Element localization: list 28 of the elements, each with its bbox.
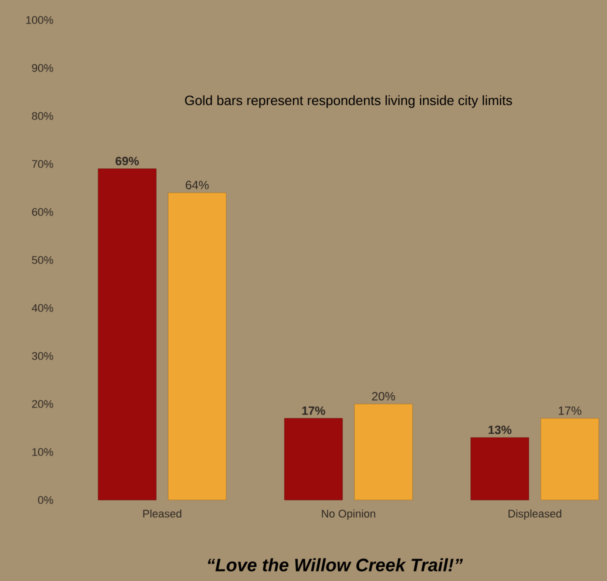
bar	[354, 404, 413, 500]
annotation: Gold bars represent respondents living inside city limits	[185, 95, 512, 108]
x-tick-label: Displeased	[508, 510, 562, 520]
y-tick-label: 40%	[32, 304, 54, 312]
data-label: 20%	[372, 392, 396, 400]
y-tick-label: 100%	[26, 16, 54, 24]
y-tick-label: 60%	[32, 208, 54, 216]
x-tick-label: No Opinion	[322, 510, 376, 520]
bar	[98, 168, 156, 500]
y-tick-label: 90%	[32, 64, 54, 72]
y-tick-label: 50%	[32, 256, 54, 264]
y-tick-label: 70%	[32, 160, 54, 168]
y-tick-label: 10%	[32, 448, 54, 456]
data-label: 64%	[186, 180, 209, 190]
bar	[470, 437, 529, 500]
data-label: 13%	[488, 426, 512, 434]
text: “Love the Willow Creek Trail!”	[208, 558, 463, 572]
y-tick-label: 30%	[32, 352, 54, 360]
data-label: 17%	[302, 406, 326, 415]
bar	[168, 192, 226, 500]
bar	[284, 418, 343, 500]
x-tick-label: Pleased	[143, 510, 182, 518]
y-tick-label: 80%	[32, 112, 54, 120]
bar	[540, 418, 599, 500]
y-tick-label: 20%	[32, 400, 54, 408]
data-label: 69%	[116, 156, 139, 166]
data-label: 17%	[558, 406, 582, 415]
y-tick-label: 0%	[38, 496, 54, 504]
